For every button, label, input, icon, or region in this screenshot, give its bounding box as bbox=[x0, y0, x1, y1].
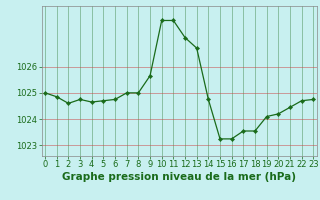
X-axis label: Graphe pression niveau de la mer (hPa): Graphe pression niveau de la mer (hPa) bbox=[62, 172, 296, 182]
